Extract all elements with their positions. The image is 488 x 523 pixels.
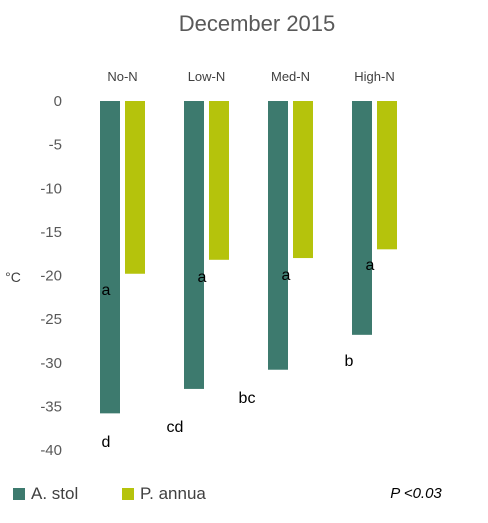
significance-letter: b [345, 353, 354, 370]
bar-a-stol-med-n [268, 101, 288, 370]
bar-p-annua-med-n [293, 101, 313, 259]
y-axis-ticks: 0 -5 -10 -15 -20 -25 -30 -35 -40 [40, 93, 62, 459]
y-tick-label: -5 [49, 137, 62, 154]
bar-a-stol-low-n [184, 101, 204, 389]
category-label: Med-N [271, 69, 310, 84]
bar-a-stol-no-n [100, 101, 120, 414]
category-label: Low-N [188, 69, 226, 84]
y-tick-label: -25 [40, 311, 62, 328]
significance-letter: a [198, 269, 207, 286]
significance-letter: bc [239, 390, 256, 407]
y-tick-label: -20 [40, 268, 62, 285]
y-tick-label: -10 [40, 180, 62, 197]
legend-swatch [13, 488, 25, 500]
y-tick-label: 0 [54, 93, 62, 110]
bars [100, 101, 397, 414]
y-tick-label: -30 [40, 355, 62, 372]
significance-letter: a [366, 257, 375, 274]
category-label: High-N [354, 69, 394, 84]
y-tick-label: -40 [40, 442, 62, 459]
category-labels: No-N Low-N Med-N High-N [107, 69, 394, 84]
y-axis-label: °C [5, 269, 21, 285]
legend: A. stol P. annua [13, 484, 206, 503]
bar-p-annua-high-n [377, 101, 397, 250]
significance-letter: cd [167, 419, 184, 436]
bar-p-annua-low-n [209, 101, 229, 260]
chart-title: December 2015 [179, 11, 336, 36]
legend-label: A. stol [31, 484, 78, 503]
significance-letter: a [282, 267, 291, 284]
y-tick-label: -35 [40, 398, 62, 415]
bar-p-annua-no-n [125, 101, 145, 274]
significance-letter: a [102, 282, 111, 299]
legend-label: P. annua [140, 484, 206, 503]
category-label: No-N [107, 69, 137, 84]
significance-letters: d cd bc b a a a a [102, 257, 375, 451]
p-value-annotation: P <0.03 [390, 485, 442, 502]
y-tick-label: -15 [40, 224, 62, 241]
bar-a-stol-high-n [352, 101, 372, 335]
legend-swatch [122, 488, 134, 500]
significance-letter: d [102, 434, 111, 451]
